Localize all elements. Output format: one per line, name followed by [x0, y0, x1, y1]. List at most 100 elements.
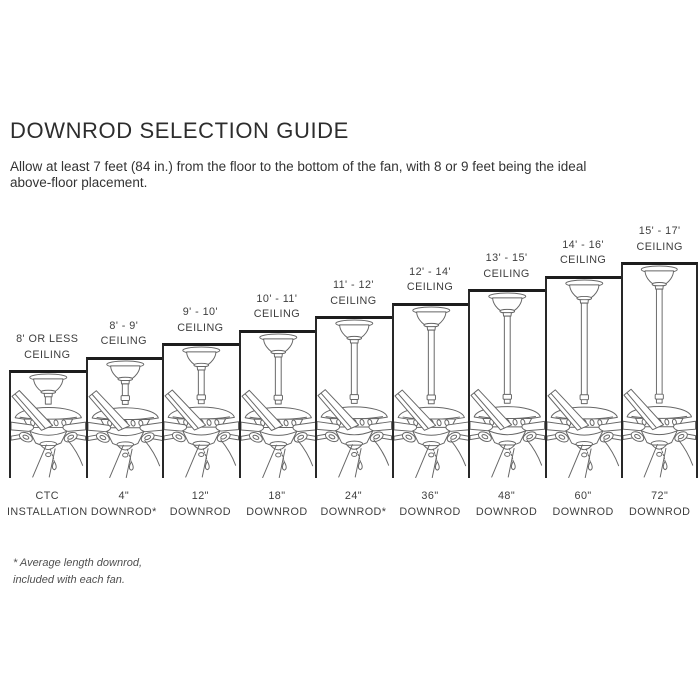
canopy-icon — [565, 278, 604, 304]
blade-perspective-lines — [644, 439, 694, 478]
ceiling-height-label: 14' - 16' CEILING — [533, 238, 634, 269]
light-kit-icon — [488, 430, 527, 457]
ceiling-height-line: 8' OR LESS — [16, 333, 79, 345]
downrod-size-line: DOWNROD — [552, 505, 614, 518]
ceiling-fan-illustration — [623, 265, 696, 478]
ceiling-height-line: CEILING — [253, 308, 301, 320]
pull-chain-icon — [661, 447, 668, 471]
ceiling-height-line: 15' - 17' — [638, 225, 681, 237]
tilted-blade-icon — [547, 388, 589, 431]
ceiling-height-line: 12' - 14' — [409, 265, 451, 278]
blade-perspective-lines — [568, 439, 619, 478]
light-kit-icon — [641, 430, 679, 457]
downrod-size-line: DOWNROD — [475, 505, 538, 518]
footnote-line: included with each fan. — [13, 573, 125, 586]
ceiling-height-line: 13' - 15' — [485, 252, 528, 264]
downrod-icon — [579, 302, 589, 404]
canopy-icon — [488, 292, 527, 317]
downrod-icon — [44, 396, 52, 405]
downrod-size-line: DOWNROD* — [90, 505, 157, 518]
fan-blades-icon — [393, 420, 469, 443]
pull-chain-icon — [49, 448, 57, 471]
fan-cell — [238, 329, 316, 478]
light-kit-icon — [258, 430, 297, 457]
page-title: DOWNROD SELECTION GUIDE — [10, 118, 349, 143]
ceiling-height-line: CEILING — [559, 254, 607, 266]
downrod-size-line: DOWNROD — [246, 505, 308, 518]
ceiling-fan-illustration — [470, 292, 545, 478]
downrod-size-line: 24" — [344, 490, 363, 502]
ceiling-fan-illustration — [317, 319, 392, 478]
downrod-size-line: DOWNROD — [629, 505, 691, 518]
light-kit-icon — [29, 430, 68, 458]
tilted-blade-icon — [164, 389, 207, 431]
downrod-size-label: 72" DOWNROD — [609, 489, 700, 520]
fan-cell — [162, 343, 239, 478]
ceiling-height-line: 11' - 12' — [332, 279, 374, 291]
pull-chain-icon — [279, 448, 287, 471]
ceiling-height-label: 11' - 12' CEILING — [303, 278, 404, 309]
fan-cell — [544, 275, 622, 478]
downrod-size-label: CTC INSTALLATION — [0, 489, 98, 520]
ceiling-fan-illustration — [164, 346, 239, 478]
subtitle-line: above-floor placement. — [10, 175, 148, 190]
downrod-size-line: DOWNROD — [169, 505, 232, 518]
tilted-blade-icon — [241, 389, 283, 431]
light-kit-icon — [105, 430, 144, 458]
downrod-size-line: INSTALLATION — [6, 505, 88, 518]
pull-chain-icon — [585, 447, 593, 471]
ceiling-height-label: 8' - 9' CEILING — [74, 319, 175, 350]
pull-chain-icon — [432, 448, 440, 471]
ceiling-height-label: 10' - 11' CEILING — [227, 292, 328, 323]
downrod-size-line: 48" — [497, 490, 516, 502]
ceiling-height-line: 10' - 11' — [256, 292, 298, 305]
ceiling-height-line: 8' - 9' — [109, 319, 139, 332]
fan-cell — [9, 370, 86, 478]
ceiling-height-line: CEILING — [100, 335, 147, 347]
downrod-size-line: 18" — [268, 490, 286, 502]
canopy-icon — [412, 305, 451, 331]
downrod-size-label: 60" DOWNROD — [533, 489, 634, 520]
ceiling-height-line: CEILING — [177, 321, 224, 334]
fan-blades-icon — [623, 420, 696, 442]
ceiling-height-line: CEILING — [406, 281, 454, 293]
downrod-icon — [273, 356, 283, 405]
blade-perspective-lines — [261, 439, 313, 478]
ceiling-height-label: 8' OR LESS CEILING — [0, 332, 98, 363]
ceiling-height-label: 15' - 17' CEILING — [609, 224, 700, 255]
downrod-icon — [349, 342, 360, 404]
blade-perspective-lines — [185, 439, 237, 478]
blade-perspective-lines — [491, 439, 543, 478]
ceiling-fan-illustration — [11, 373, 86, 478]
ceiling-height-line: 9' - 10' — [182, 306, 219, 318]
canopy-icon — [641, 265, 679, 290]
blade-perspective-lines — [338, 439, 390, 478]
downrod-icon — [120, 382, 130, 405]
blade-perspective-lines — [414, 439, 466, 478]
pull-chain-icon — [509, 447, 516, 471]
light-kit-icon — [335, 430, 374, 457]
canopy-icon — [105, 359, 144, 384]
ceiling-height-line: CEILING — [636, 240, 683, 253]
ceiling-height-line: 14' - 16' — [562, 238, 605, 251]
downrod-size-line: 72" — [651, 490, 669, 502]
ceiling-height-line: CEILING — [330, 294, 377, 307]
tilted-blade-icon — [317, 389, 360, 431]
subtitle-line: Allow at least 7 feet (84 in.) from the … — [10, 159, 587, 174]
fan-blades-icon — [240, 421, 316, 443]
fan-cell — [315, 316, 392, 478]
downrod-size-label: 4" DOWNROD* — [74, 489, 175, 520]
ceiling-fan-illustration — [393, 305, 469, 478]
fan-blades-icon — [317, 421, 392, 443]
fan-blades-icon — [470, 420, 545, 442]
light-kit-icon — [412, 430, 451, 457]
downrod-size-label: 48" DOWNROD — [456, 489, 557, 520]
tilted-blade-icon — [470, 388, 513, 431]
canopy-icon — [182, 346, 221, 371]
downrod-size-line: 4" — [118, 490, 130, 502]
tilted-blade-icon — [623, 388, 665, 431]
downrod-size-line: 60" — [574, 490, 592, 502]
downrod-icon — [655, 288, 665, 404]
canopy-icon — [29, 373, 68, 398]
fan-blades-icon — [546, 420, 622, 442]
